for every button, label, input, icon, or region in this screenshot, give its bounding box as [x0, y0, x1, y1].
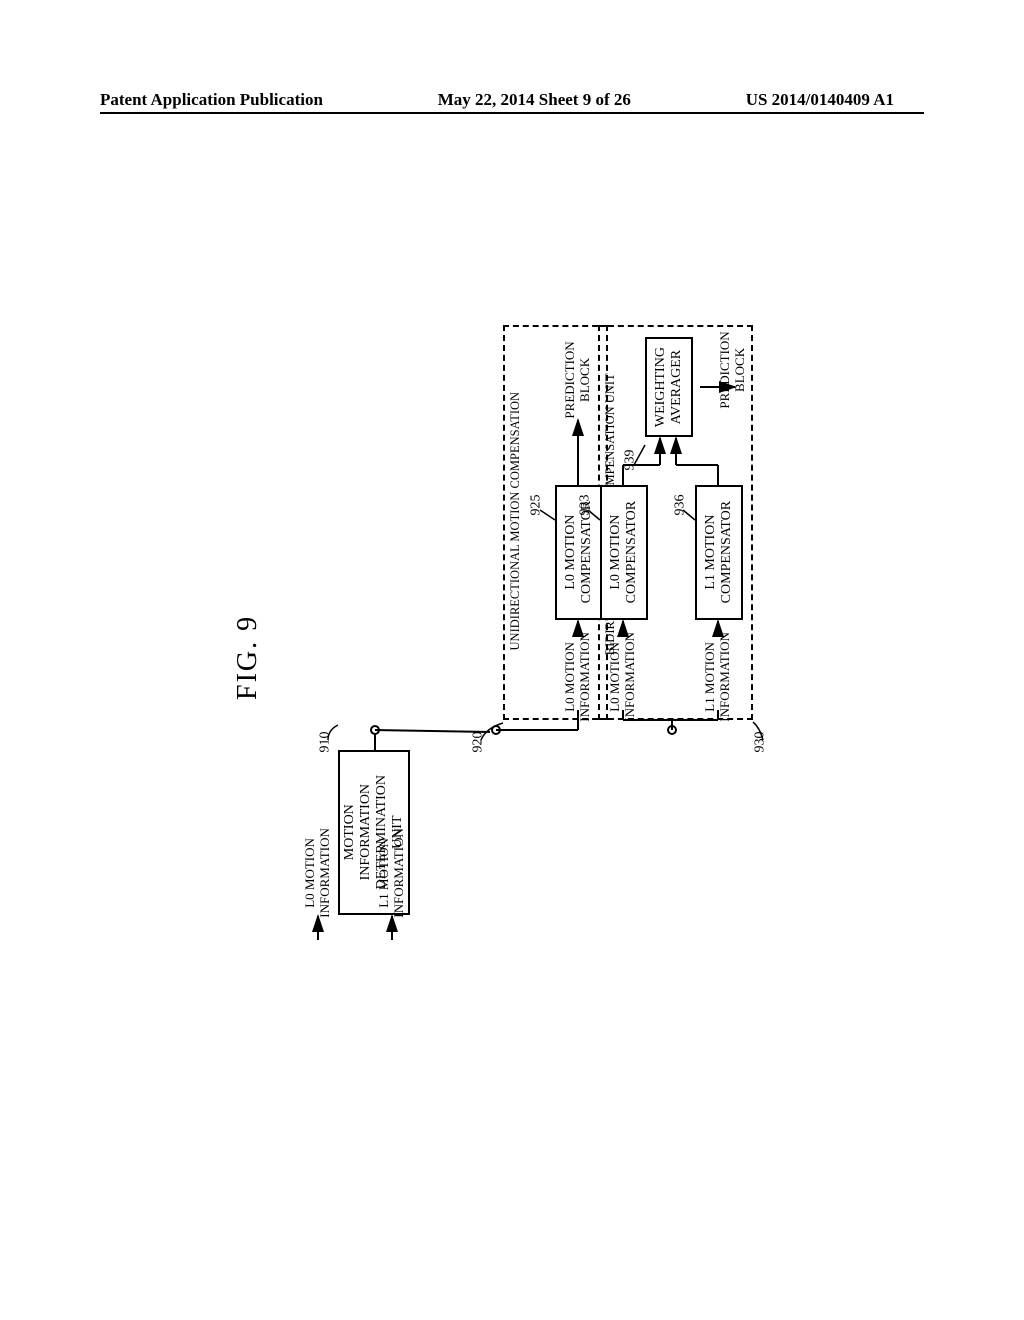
- page-header: Patent Application Publication May 22, 2…: [0, 90, 1024, 110]
- header-right: US 2014/0140409 A1: [746, 90, 894, 110]
- diagram-wires: [220, 310, 780, 960]
- header-rule: [100, 112, 924, 114]
- figure-9: FIG. 9 UNIDIRECTIONAL MOTION COMPENSATIO…: [220, 310, 780, 960]
- header-left: Patent Application Publication: [100, 90, 323, 110]
- header-center: May 22, 2014 Sheet 9 of 26: [438, 90, 631, 110]
